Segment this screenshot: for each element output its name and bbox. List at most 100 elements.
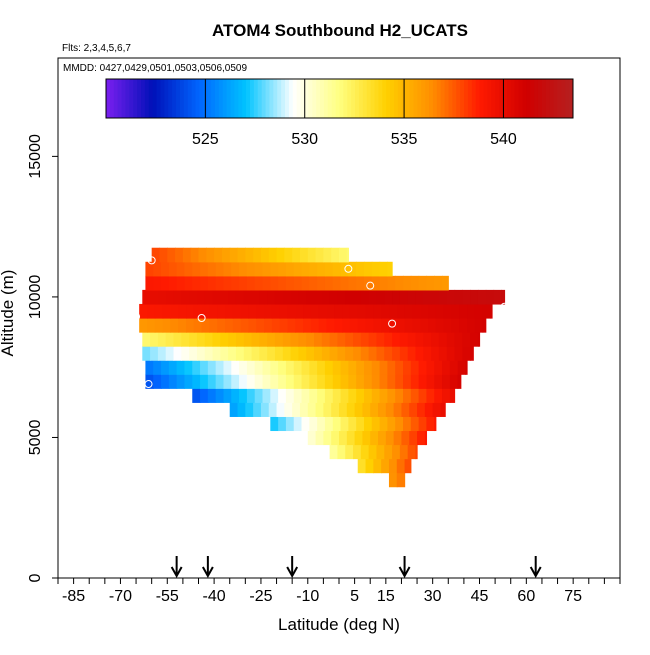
heatmap-cell (253, 247, 262, 263)
colorbar-segment (164, 79, 169, 118)
heatmap-cell (446, 346, 456, 361)
colorbar-segment (331, 79, 337, 118)
heatmap-cell (231, 360, 240, 375)
colorbar-segment (308, 79, 313, 118)
dates-label: MMDD: 0427,0429,0501,0503,0506,0509 (63, 63, 247, 74)
heatmap-cell (324, 275, 334, 291)
heatmap-cell (470, 332, 479, 347)
heatmap-cell (434, 275, 443, 291)
heatmap-cell (415, 332, 424, 347)
heatmap-cell (235, 346, 245, 361)
heatmap-cell (403, 360, 412, 375)
heatmap-cell (232, 318, 242, 333)
colorbar-segment (109, 79, 115, 118)
heatmap-cell (443, 303, 452, 319)
arrow-head (529, 566, 542, 579)
heatmap-cell (150, 332, 159, 347)
y-tick-label: 10000 (27, 275, 44, 320)
heatmap-cell (239, 374, 248, 389)
heatmap-cell (493, 289, 502, 305)
heatmap-cell (173, 289, 182, 305)
colorbar-segment (479, 79, 484, 118)
heatmap-cell (387, 275, 396, 291)
heatmap-cell (301, 360, 310, 375)
heatmap-cell (154, 318, 164, 333)
heatmap-cell (307, 430, 317, 446)
heatmap-cell (381, 458, 390, 474)
heatmap-cell (192, 388, 201, 403)
heatmap-cell (153, 261, 162, 277)
heatmap-cell (353, 444, 362, 460)
heatmap-cell (229, 247, 239, 263)
heatmap-cell (404, 458, 412, 474)
colorbar-segment (246, 79, 251, 118)
colorbar-frame (105, 78, 574, 119)
heatmap-cell (403, 275, 412, 291)
heatmap-cell (435, 303, 445, 319)
heatmap-cell (346, 247, 349, 263)
heatmap-cell (403, 416, 412, 432)
colorbar-segment (234, 79, 239, 118)
colorbar-segment (300, 79, 305, 118)
colorbar-segment (285, 79, 290, 118)
heatmap-cell (365, 318, 374, 333)
heatmap-cell (348, 275, 357, 291)
heatmap-cell (295, 318, 304, 333)
heatmap-cell (145, 360, 154, 375)
heatmap-cell (459, 303, 468, 319)
heatmap-cell (329, 289, 339, 305)
heatmap-cell (339, 430, 348, 446)
heatmap-cell (426, 360, 435, 375)
heatmap-cell (482, 303, 492, 319)
heatmap-cell (146, 303, 156, 319)
heatmap-cell (270, 261, 279, 277)
heatmap-cell (446, 289, 456, 305)
y-tick-label: 5000 (27, 420, 44, 456)
colorbar-segment (323, 79, 329, 118)
heatmap-cell (254, 360, 264, 375)
heatmap-cell (427, 318, 437, 333)
heatmap-cell (186, 303, 195, 319)
heatmap-cell (220, 289, 229, 305)
colorbar-tick-label: 540 (490, 131, 517, 148)
heatmap-cell (268, 247, 278, 263)
arrow-head (398, 566, 411, 579)
heatmap-cell (212, 346, 221, 361)
heatmap-cell (161, 275, 170, 291)
heatmap-cell (253, 402, 262, 417)
x-tick-label: -40 (203, 588, 226, 605)
colorbar-segment (460, 79, 465, 118)
heatmap-cell (410, 374, 420, 389)
heatmap-cell (363, 360, 373, 375)
colorbar-segment (238, 79, 243, 118)
heatmap-cell (321, 332, 331, 347)
heatmap-cell (410, 388, 420, 403)
colorbar-segment (522, 79, 527, 118)
heatmap-cell (360, 289, 370, 305)
heatmap-cell (317, 374, 326, 389)
heatmap-cell (337, 346, 346, 361)
heatmap-cell (145, 275, 154, 291)
heatmap-cell (157, 332, 167, 347)
colorbar-segment (351, 79, 356, 118)
heatmap-cell (346, 402, 356, 417)
heatmap-cell (215, 261, 225, 277)
heatmap-cell (309, 261, 318, 277)
heatmap-cell (368, 332, 378, 347)
heatmap-cell (282, 346, 292, 361)
heatmap-cell (239, 388, 248, 403)
heatmap-cell (384, 332, 393, 347)
data-marker (197, 314, 206, 322)
heatmap-cell (477, 289, 487, 305)
heatmap-cell (276, 247, 285, 263)
heatmap-cell (388, 318, 398, 333)
colorbar-segment (397, 79, 403, 118)
marker-group (132, 256, 509, 389)
heatmap-cell (278, 275, 287, 291)
colorbar-segment (129, 79, 134, 118)
colorbar-segment (156, 79, 161, 118)
heatmap-cell (323, 247, 332, 263)
heatmap-cell (168, 261, 178, 277)
heatmap-cell (298, 346, 307, 361)
heatmap-cell (243, 346, 253, 361)
